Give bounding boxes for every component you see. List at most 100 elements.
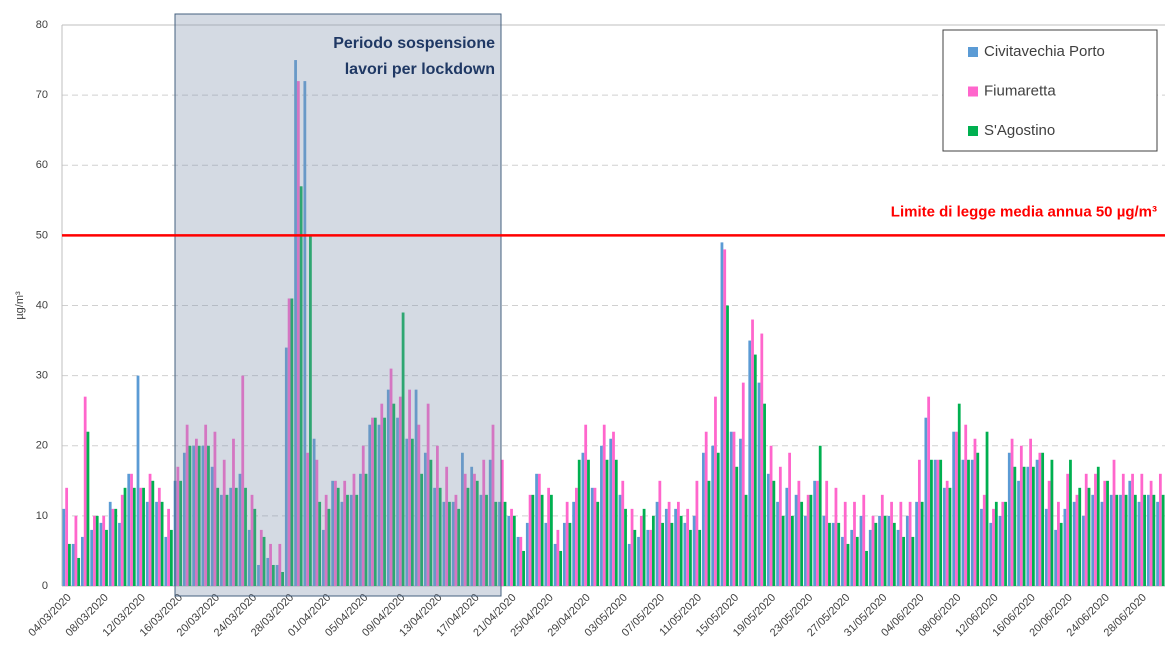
bar	[349, 494, 353, 586]
bar	[1004, 501, 1007, 586]
bar	[417, 424, 421, 586]
bar	[575, 487, 578, 586]
bar	[544, 522, 548, 586]
bar	[831, 522, 835, 586]
bar	[667, 501, 671, 586]
bar	[639, 515, 643, 586]
bar	[843, 501, 847, 586]
bar	[664, 508, 668, 586]
bar	[1149, 480, 1153, 586]
bar	[207, 445, 210, 586]
bar	[902, 536, 906, 586]
bar	[516, 536, 520, 586]
bar	[222, 459, 226, 586]
legend-label: Civitavechia Porto	[984, 43, 1105, 60]
bar	[359, 473, 362, 586]
bar	[355, 494, 359, 586]
bar	[970, 459, 974, 586]
bar	[1041, 452, 1045, 586]
bar	[967, 459, 970, 586]
bar	[491, 424, 495, 586]
bar	[985, 431, 989, 586]
bar	[519, 536, 523, 586]
bar	[132, 487, 136, 586]
bar	[197, 445, 201, 586]
bar	[494, 501, 498, 586]
bar	[377, 424, 381, 586]
bar	[473, 473, 476, 586]
bar	[296, 81, 300, 586]
bar	[284, 347, 288, 586]
bar	[646, 529, 650, 586]
bar	[1128, 480, 1132, 586]
bar	[998, 515, 1002, 586]
bar	[670, 522, 674, 586]
bar	[540, 494, 544, 586]
bar	[74, 515, 78, 586]
bar	[948, 487, 952, 586]
bar	[1078, 487, 1082, 586]
y-tick-label: 40	[36, 299, 48, 311]
bar	[702, 452, 705, 586]
bar	[609, 438, 613, 586]
bar	[686, 508, 690, 586]
bar	[1001, 501, 1005, 586]
bar	[368, 424, 372, 586]
bar	[398, 396, 402, 586]
bar	[93, 515, 96, 586]
bar	[602, 424, 606, 586]
bar	[294, 60, 297, 586]
bar	[309, 235, 312, 586]
bar	[1131, 473, 1134, 586]
bar	[1059, 522, 1063, 586]
bar	[679, 515, 683, 586]
bar	[658, 480, 662, 586]
bar	[1047, 480, 1051, 586]
bar	[1158, 473, 1162, 586]
bar	[952, 431, 956, 586]
bar	[871, 515, 875, 586]
bar	[250, 494, 254, 586]
bar	[232, 438, 235, 586]
bar	[818, 445, 822, 586]
bar	[1161, 494, 1165, 586]
bar	[139, 487, 143, 586]
bar	[816, 480, 819, 586]
bar	[201, 445, 205, 586]
bar	[454, 494, 458, 586]
bar	[1100, 501, 1104, 586]
bar	[803, 515, 807, 586]
bar	[806, 494, 810, 586]
bar	[167, 508, 170, 586]
bar	[463, 473, 467, 586]
bar	[470, 466, 474, 586]
bar	[457, 508, 461, 586]
bar	[961, 459, 965, 586]
bar	[785, 487, 789, 586]
bar	[352, 473, 356, 586]
legend-swatch	[968, 126, 978, 136]
bar	[1121, 473, 1125, 586]
bar	[160, 501, 164, 586]
bar	[846, 543, 850, 586]
bar	[512, 515, 516, 586]
bar	[71, 543, 75, 586]
bar	[887, 515, 891, 586]
annotation: Periodo sospensione	[333, 35, 495, 52]
bar	[1112, 459, 1116, 586]
bar	[414, 389, 418, 586]
bar	[151, 480, 155, 586]
bar	[707, 480, 711, 586]
bar	[957, 403, 961, 586]
bar	[828, 522, 831, 586]
bar	[855, 536, 859, 586]
bar	[346, 494, 349, 586]
bar	[559, 550, 563, 586]
bar	[723, 249, 727, 586]
bar	[955, 431, 958, 586]
bar	[81, 536, 84, 586]
bar	[729, 431, 733, 586]
bar	[155, 501, 158, 586]
bar	[136, 375, 140, 586]
